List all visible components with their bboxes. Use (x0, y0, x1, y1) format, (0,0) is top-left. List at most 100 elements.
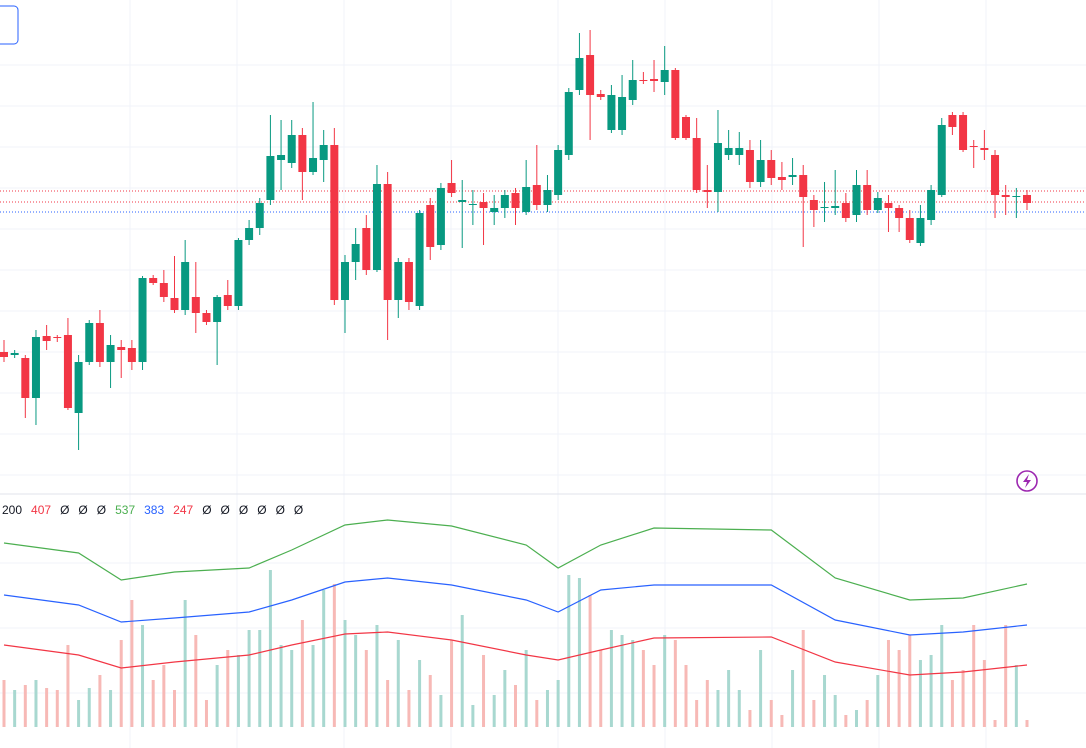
volume-bar (748, 710, 752, 727)
candle-body (788, 175, 797, 177)
volume-bar (908, 635, 912, 727)
volume-bar (823, 675, 827, 727)
volume-bar (940, 625, 944, 727)
volume-bar (2, 680, 6, 727)
volume-bar (418, 660, 422, 727)
volume-bar (556, 680, 560, 727)
candle-body (255, 203, 264, 228)
volume-bar (673, 640, 677, 727)
lightning-icon (1023, 474, 1031, 488)
volume-bar (23, 685, 27, 727)
legend-value: Ø (257, 503, 266, 517)
candle-body (735, 148, 744, 155)
volume-bar (567, 575, 571, 727)
candle-body (564, 92, 573, 155)
volume-bar (482, 655, 486, 727)
candle-body (1001, 195, 1010, 197)
candle-body (63, 335, 72, 408)
candle-body (991, 155, 1000, 195)
volume-bar (162, 665, 166, 727)
candle-body (234, 240, 243, 306)
volume-bar (364, 650, 368, 727)
legend-value: Ø (276, 503, 285, 517)
volume-bar (918, 660, 922, 727)
candle-body (341, 262, 349, 300)
legend-value: 537 (115, 503, 135, 517)
candle-body (500, 195, 509, 208)
volume-bar (652, 665, 656, 727)
candle-body (650, 79, 659, 81)
candle-body (959, 115, 968, 150)
candle-body (21, 358, 30, 398)
volume-bar (141, 625, 145, 727)
volume-bar (812, 700, 816, 727)
volume-bar (77, 700, 81, 727)
candle-body (404, 262, 413, 302)
volume-bar (258, 630, 262, 727)
candle-body (85, 323, 94, 362)
candle-body (852, 185, 861, 215)
legend-value: Ø (294, 503, 303, 517)
volume-bar (386, 680, 390, 727)
candle-body (554, 150, 563, 195)
candle-body (586, 55, 595, 95)
volume-bar (599, 650, 603, 727)
candle-body (0, 352, 8, 357)
candle-body (309, 158, 318, 172)
candle-body (10, 353, 19, 355)
candle-body (447, 183, 456, 193)
candle-body (831, 206, 840, 208)
candle-body (980, 148, 989, 150)
candle-body (809, 200, 818, 210)
legend-value: Ø (221, 503, 230, 517)
volume-bar (226, 650, 230, 727)
candle-body (905, 218, 914, 240)
candle-body (916, 218, 925, 243)
legend-value: 383 (144, 503, 164, 517)
candle-body (713, 143, 722, 192)
candle-body (522, 187, 531, 212)
legend-value: 247 (173, 503, 193, 517)
candle-body (724, 148, 733, 155)
volume-bar (343, 620, 347, 727)
candle-body (532, 185, 541, 205)
volume-bar (780, 715, 784, 727)
volume-bar (844, 715, 848, 727)
volume-bar (1004, 625, 1008, 727)
candle-body (415, 213, 424, 306)
volume-bar (247, 630, 251, 727)
candle-body (436, 188, 445, 245)
volume-bar (961, 670, 965, 727)
volume-bar (460, 615, 464, 727)
volume-bar (439, 695, 443, 727)
legend-value: Ø (97, 503, 106, 517)
collapse-button[interactable] (0, 5, 19, 45)
volume-bar (972, 625, 976, 727)
volume-bar (855, 710, 858, 727)
candle-body (692, 138, 701, 190)
volume-bar (332, 584, 336, 727)
candle-body (607, 95, 616, 130)
candle-body (159, 283, 168, 297)
lightning-button[interactable] (1016, 470, 1038, 492)
candle-body (660, 70, 669, 82)
candle-body (191, 297, 200, 313)
volume-bar (950, 680, 954, 727)
indicator-line (3, 577, 1028, 636)
candle-body (895, 208, 904, 218)
candle-body (863, 185, 872, 210)
volume-bar (769, 700, 773, 727)
candle-body (703, 190, 712, 192)
volume-bar (151, 680, 155, 727)
volume-bar (396, 640, 400, 727)
volume-bar (876, 675, 880, 727)
volume-bar (45, 688, 49, 727)
indicator-line (3, 631, 1028, 676)
volume-bar (322, 590, 326, 727)
volume-bar (428, 675, 432, 727)
candle-body (618, 97, 627, 130)
volume-bar (705, 680, 709, 727)
candle-body (511, 193, 520, 208)
volume-bar (194, 635, 198, 727)
